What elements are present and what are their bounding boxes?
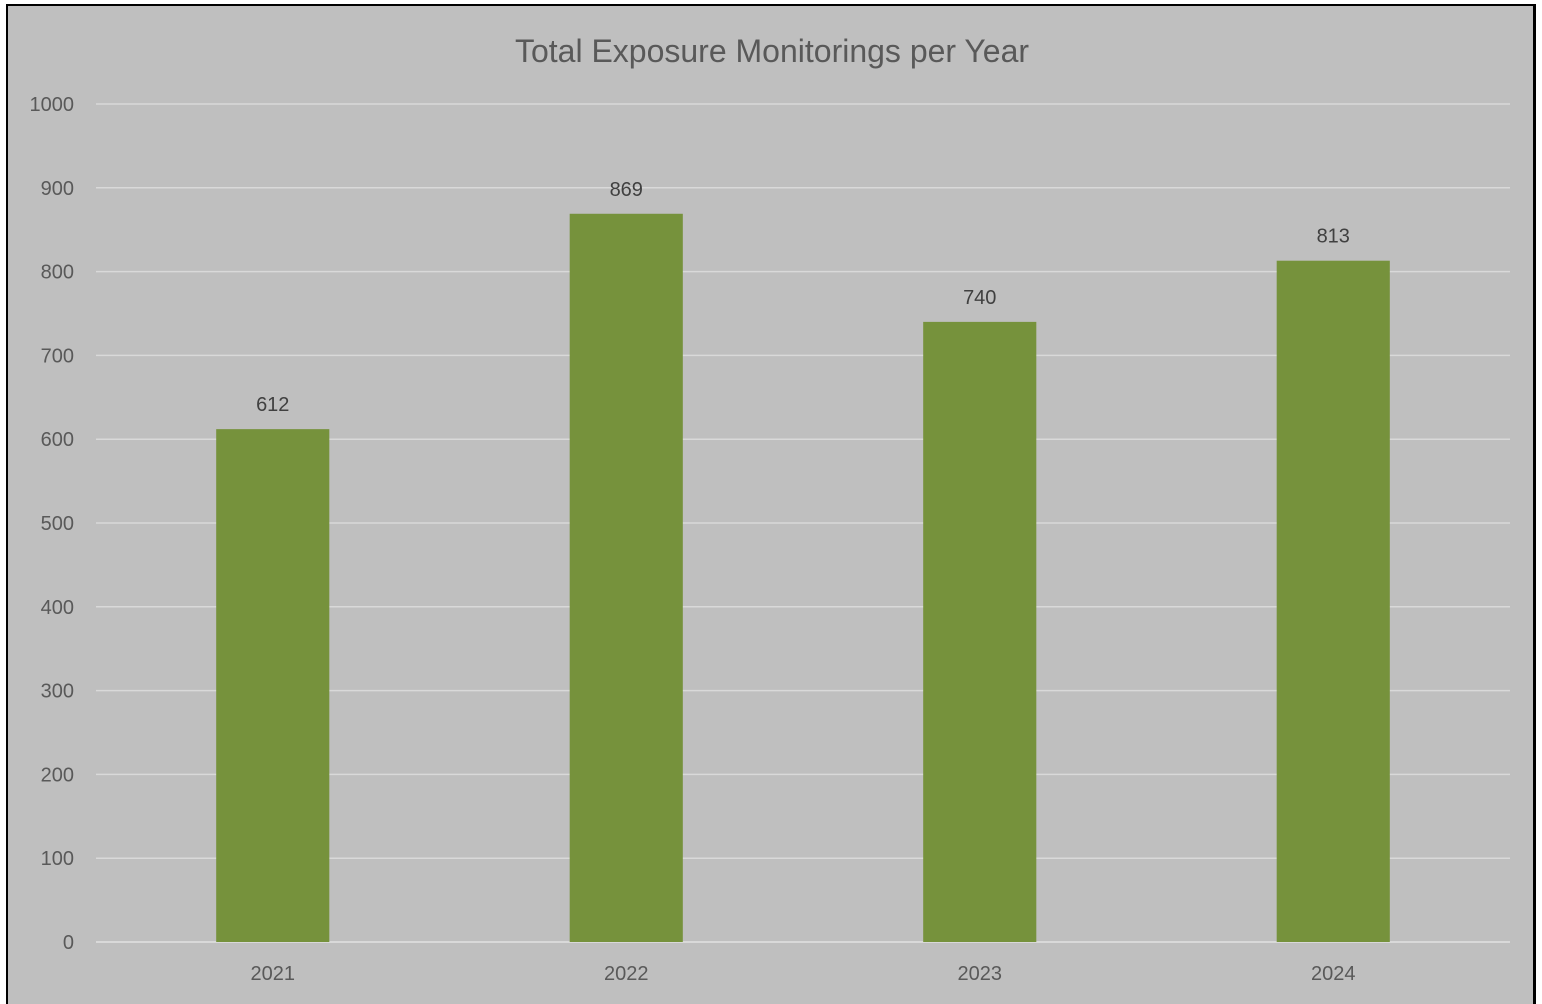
bars bbox=[216, 213, 1390, 942]
y-axis-ticks: 0 100 200 300 400 500 600 700 800 900 1000 bbox=[30, 94, 75, 954]
data-label-2021: 612 bbox=[256, 394, 289, 416]
y-tick-label: 300 bbox=[41, 681, 74, 703]
y-tick-label: 600 bbox=[41, 429, 74, 451]
data-label-2024: 813 bbox=[1317, 226, 1350, 248]
x-tick-label-2021: 2021 bbox=[251, 963, 296, 985]
y-tick-label: 400 bbox=[41, 597, 74, 619]
chart-title: Total Exposure Monitorings per Year bbox=[515, 33, 1029, 69]
x-tick-label-2022: 2022 bbox=[604, 963, 649, 985]
data-label-2023: 740 bbox=[963, 287, 996, 309]
x-axis-ticks: 2021 2022 2023 2024 bbox=[251, 963, 1356, 985]
data-labels: 612 869 740 813 bbox=[256, 179, 1350, 416]
y-tick-label: 100 bbox=[41, 848, 74, 870]
y-tick-label: 800 bbox=[41, 262, 74, 284]
bar-2021 bbox=[216, 429, 330, 942]
y-tick-label: 500 bbox=[41, 513, 74, 535]
y-tick-label: 700 bbox=[41, 345, 74, 367]
x-tick-label-2023: 2023 bbox=[958, 963, 1003, 985]
bar-2022 bbox=[569, 213, 683, 942]
y-tick-label: 900 bbox=[41, 178, 74, 200]
x-tick-label-2024: 2024 bbox=[1311, 963, 1356, 985]
data-label-2022: 869 bbox=[610, 179, 643, 201]
gridlines bbox=[96, 103, 1510, 943]
bar-2024 bbox=[1276, 260, 1390, 942]
y-tick-label: 1000 bbox=[30, 94, 75, 116]
bar-2023 bbox=[923, 321, 1037, 942]
y-tick-label: 200 bbox=[41, 764, 74, 786]
y-tick-label: 0 bbox=[63, 932, 74, 954]
